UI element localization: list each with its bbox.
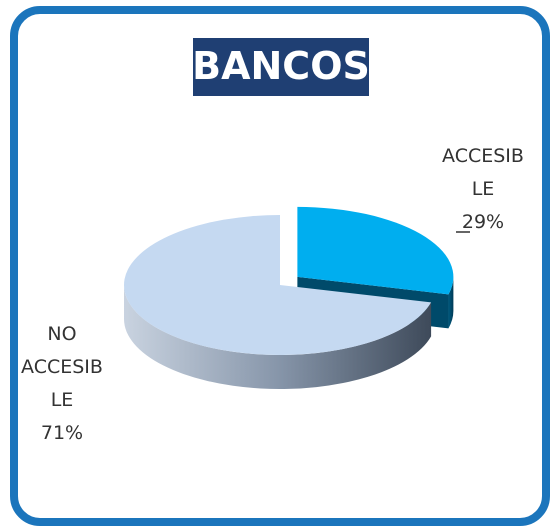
category-label: ACCESIB LE (442, 145, 524, 200)
title-box (193, 38, 369, 96)
value-label: 29% (462, 211, 504, 233)
slice-side (124, 285, 432, 389)
slice (297, 206, 454, 295)
value-label: 71% (41, 422, 83, 444)
category-label: NO ACCESIB LE (21, 323, 103, 411)
chart-title: BANCOS (192, 44, 370, 88)
slice-side (448, 276, 454, 329)
slice (123, 215, 432, 356)
